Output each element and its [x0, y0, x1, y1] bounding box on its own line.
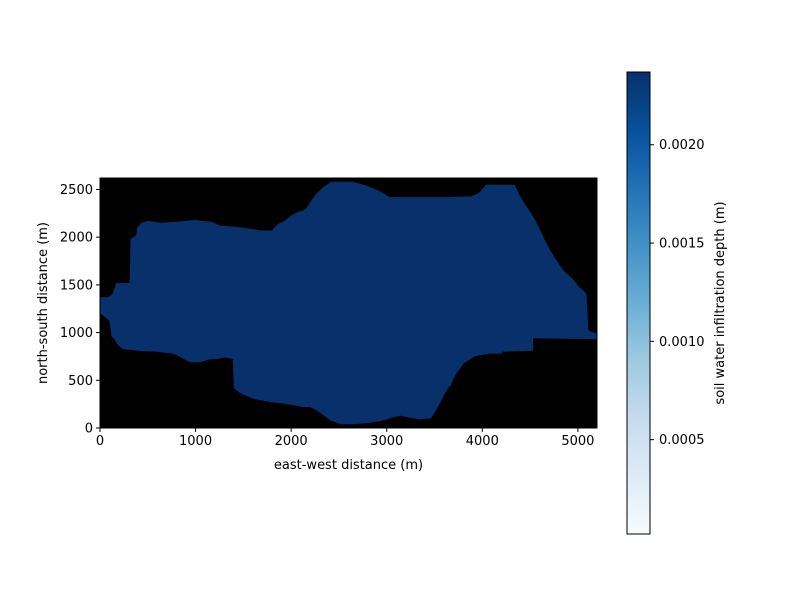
x-axis: 0 1000 2000 3000 4000 5000 [96, 428, 594, 449]
y-tick-label: 1000 [60, 326, 93, 341]
x-tick-label: 0 [96, 434, 104, 449]
colorbar-ticks: 0.0005 0.0010 0.0015 0.0020 [650, 138, 705, 448]
y-tick-label: 0 [85, 422, 93, 437]
plot-frame [99, 177, 598, 429]
x-tick-label: 1000 [179, 434, 212, 449]
y-axis-label: north-south distance (m) [36, 222, 51, 384]
y-tick-label: 2500 [60, 183, 93, 198]
colorbar: 0.0005 0.0010 0.0015 0.0020 soil water infi… [626, 71, 728, 535]
colorbar-label: soil water infiltration depth (m) [713, 201, 728, 404]
x-tick-label: 4000 [466, 434, 499, 449]
y-axis: 0 500 1000 1500 2000 2500 [60, 183, 100, 437]
x-tick-label: 5000 [561, 434, 594, 449]
colorbar-gradient [626, 71, 651, 535]
x-axis-label: east-west distance (m) [274, 458, 423, 473]
x-tick-label: 3000 [370, 434, 403, 449]
x-tick-label: 2000 [275, 434, 308, 449]
watershed-area [100, 181, 597, 425]
colorbar-tick-label: 0.0010 [659, 335, 705, 350]
y-tick-label: 1500 [60, 278, 93, 293]
colorbar-tick-label: 0.0015 [659, 237, 705, 252]
plot-area [99, 177, 598, 429]
y-tick-label: 2000 [60, 231, 93, 246]
colorbar-tick-label: 0.0020 [659, 138, 705, 153]
y-tick-label: 500 [68, 374, 93, 389]
colorbar-tick-label: 0.0005 [659, 433, 705, 448]
